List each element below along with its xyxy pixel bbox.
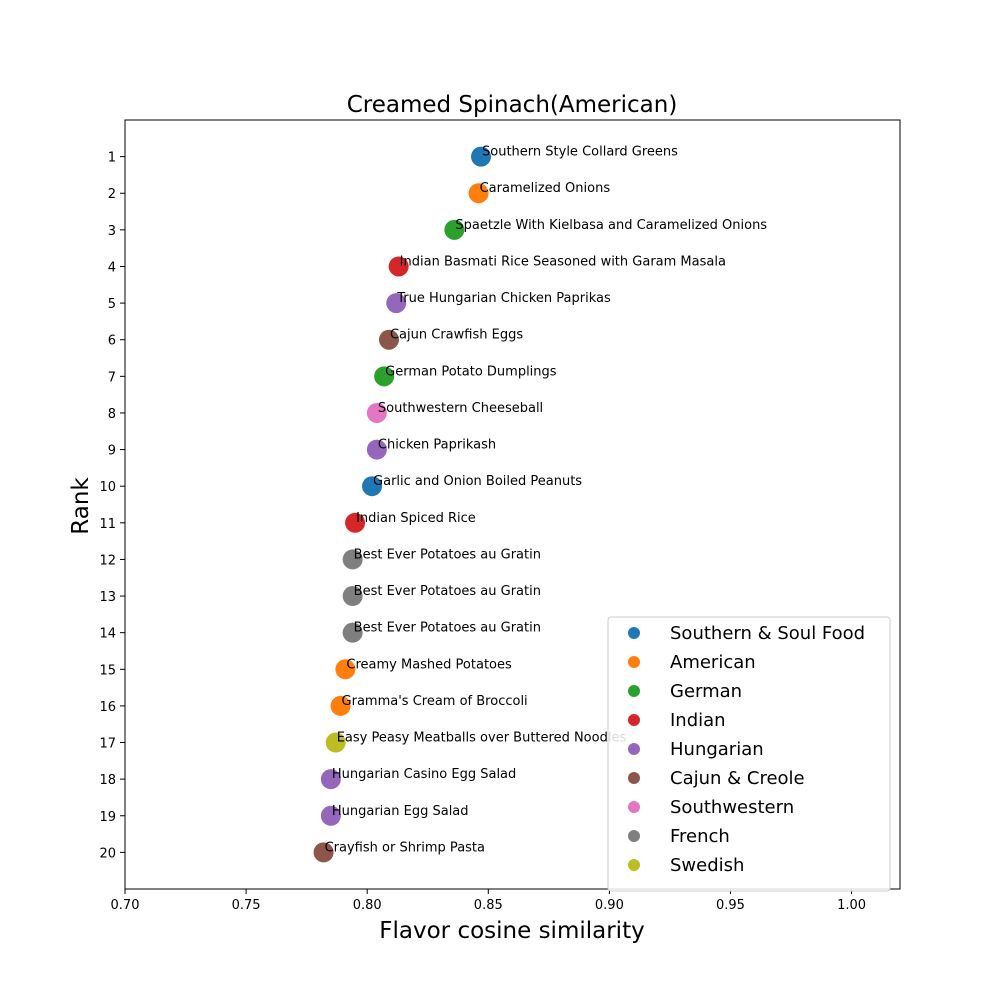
point-label: Crayfish or Shrimp Pasta [325,840,485,855]
data-point [468,183,489,204]
point-label: True Hungarian Chicken Paprikas [396,291,611,306]
legend-label: Southern & Soul Food [670,623,865,644]
data-point [342,622,363,643]
point-label: Indian Spiced Rice [356,511,476,526]
y-tick-label: 12 [99,553,116,568]
y-tick-label: 13 [99,590,116,605]
plot-frame [124,119,901,890]
y-tick-label: 1 [108,151,116,166]
x-tick-label: 0.85 [474,898,503,913]
point-label: German Potato Dumplings [385,364,557,379]
legend-marker [628,656,640,668]
y-tick-label: 8 [108,407,116,422]
legend-label: Hungarian [670,739,764,760]
chart-title: Creamed Spinach(American) [347,92,678,118]
legend-label: German [670,681,742,702]
point-label: Caramelized Onions [480,181,611,196]
y-tick-label: 20 [99,846,116,861]
y-tick-label: 16 [99,700,116,715]
data-point [330,695,351,716]
legend-label: French [670,826,730,847]
data-point [366,402,387,423]
point-label: Hungarian Egg Salad [332,804,469,819]
legend-marker [628,772,640,784]
legend-marker [628,714,640,726]
point-label: Hungarian Casino Egg Salad [332,767,516,782]
y-tick-label: 6 [108,334,116,349]
x-tick-label: 1.00 [837,898,866,913]
legend-label: Cajun & Creole [670,768,805,789]
legend-label: American [670,652,756,673]
data-point [378,329,399,350]
data-point [313,842,334,863]
point-label: Southwestern Cheeseball [378,401,543,416]
y-tick-label: 14 [99,627,116,642]
legend-marker [628,743,640,755]
data-point [320,769,341,790]
point-label: Creamy Mashed Potatoes [346,657,512,672]
point-label: Chicken Paprikash [378,438,496,453]
y-tick-label: 2 [108,187,116,202]
y-tick-label: 10 [99,480,116,495]
legend-marker [628,685,640,697]
data-point [320,805,341,826]
legend-marker [628,801,640,813]
data-point [471,146,492,167]
legend-marker [628,627,640,639]
legend: Southern & Soul Food American German Indian… [607,616,891,892]
data-point [388,256,409,277]
data-point [362,476,383,497]
data-point [325,732,346,753]
data-point [386,293,407,314]
x-tick-label: 0.80 [353,898,382,913]
y-tick-label: 9 [108,444,116,459]
y-axis-title: Rank [68,477,94,535]
data-point [444,219,465,240]
y-tick-label: 17 [99,737,116,752]
x-tick-label: 0.75 [232,898,261,913]
y-tick-label: 3 [108,224,116,239]
point-label: Garlic and Onion Boiled Peanuts [373,474,582,489]
plot-area: 0.70 0.75 0.80 0.85 0.90 0.95 1.00123456789101… [99,119,901,913]
data-point [374,366,395,387]
point-label: Spaetzle With Kielbasa and Caramelized O… [455,218,767,233]
data-point [342,586,363,607]
point-label: Gramma's Cream of Broccoli [342,694,528,709]
x-tick-label: 0.95 [716,898,745,913]
x-tick-label: 0.70 [111,898,140,913]
y-tick-label: 4 [108,260,116,275]
legend-marker [628,830,640,842]
point-label: Best Ever Potatoes au Gratin [354,621,541,636]
point-label: Best Ever Potatoes au Gratin [354,584,541,599]
legend-label: Southwestern [670,797,794,818]
y-tick-label: 18 [99,773,116,788]
x-tick-label: 0.90 [595,898,624,913]
y-tick-label: 15 [99,663,116,678]
y-tick-label: 19 [99,810,116,825]
y-tick-label: 11 [99,517,116,532]
x-axis-title: Flavor cosine similarity [379,918,644,944]
point-label: Easy Peasy Meatballs over Buttered Noodl… [337,731,627,746]
point-label: Best Ever Potatoes au Gratin [354,547,541,562]
y-tick-label: 5 [108,297,116,312]
legend-box [607,616,891,892]
point-label: Cajun Crawfish Eggs [390,328,523,343]
data-point [342,549,363,570]
point-label: Southern Style Collard Greens [482,145,678,160]
data-point [345,512,366,533]
data-point [335,659,356,680]
data-point [366,439,387,460]
legend-label: Indian [670,710,726,731]
legend-marker [628,859,640,871]
legend-label: Swedish [670,855,744,876]
point-label: Indian Basmati Rice Seasoned with Garam … [400,254,726,269]
y-tick-label: 7 [108,370,116,385]
